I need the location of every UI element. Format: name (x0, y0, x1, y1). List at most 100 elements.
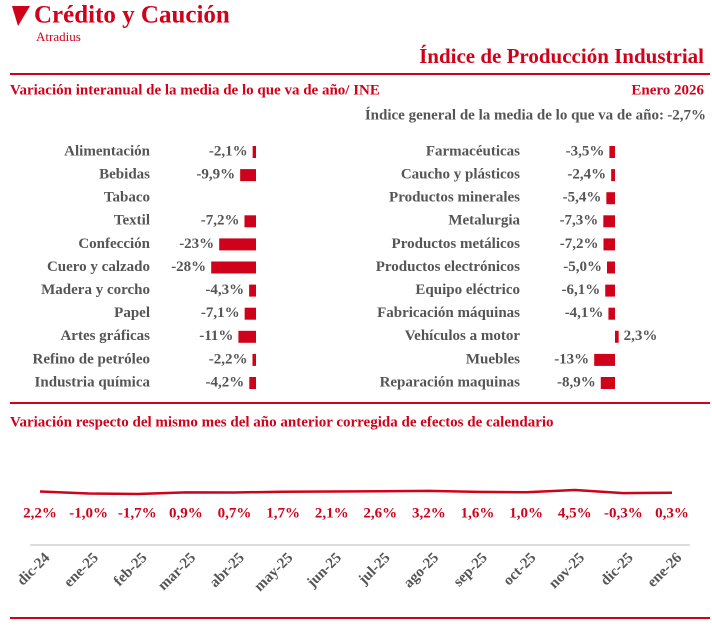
value-label: 0,7% (218, 505, 252, 521)
value-label: -4,2% (206, 374, 245, 390)
category-label: Alimentación (64, 143, 150, 159)
bar (608, 307, 615, 320)
value-label: 4,5% (558, 505, 592, 521)
brand: Crédito y Caución (34, 2, 230, 29)
category-label: Metalurgia (448, 213, 520, 229)
category-label: Muebles (466, 351, 520, 367)
category-label: Equipo eléctrico (415, 282, 520, 298)
category-label: Productos metálicos (392, 236, 521, 252)
value-label: -2,2% (209, 351, 248, 367)
value-label: 2,3% (624, 328, 658, 344)
value-label: 1,7% (266, 505, 300, 521)
bar (244, 307, 256, 320)
summary-label: Índice general de la media de lo que va … (365, 106, 664, 123)
value-label: -8,9% (557, 374, 596, 390)
category-label: Farmacéuticas (426, 143, 520, 159)
section-date: Enero 2026 (631, 82, 704, 98)
bar (594, 353, 615, 366)
bar (211, 261, 256, 274)
value-label: -0,3% (604, 505, 643, 521)
category-label: Productos minerales (389, 190, 520, 206)
bar (249, 284, 256, 297)
category-label: Papel (114, 305, 150, 321)
bar (240, 169, 256, 182)
value-label: 3,2% (412, 505, 446, 521)
x-tick-label: jun-25 (303, 550, 344, 591)
value-label: -7,2% (560, 236, 599, 252)
section-title: Variación interanual de la media de lo q… (10, 82, 380, 98)
bar (603, 238, 615, 251)
value-label: -5,4% (563, 190, 602, 206)
summary-value: -2,7% (667, 107, 706, 123)
value-label: -23% (179, 236, 214, 252)
value-label: 2,2% (23, 505, 57, 521)
line (39, 488, 673, 496)
bar (609, 146, 615, 158)
category-label: Madera y corcho (41, 282, 150, 298)
category-label: Artes gráficas (60, 328, 150, 344)
value-label: -7,1% (201, 305, 240, 321)
x-tick-label: oct-25 (500, 550, 539, 589)
category-label: Caucho y plásticos (401, 167, 520, 183)
category-label: Confección (78, 236, 150, 252)
x-tick-label: nov-25 (546, 550, 588, 592)
value-label: -1,0% (69, 505, 108, 521)
category-label: Tabaco (104, 190, 150, 206)
logo-icon (12, 6, 30, 26)
category-label: Vehículos a motor (405, 328, 521, 344)
value-label: -7,3% (560, 213, 599, 229)
x-tick-label: sep-25 (451, 550, 491, 590)
value-label: 0,3% (655, 505, 689, 521)
category-label: Industria química (35, 374, 151, 390)
bar (244, 215, 256, 228)
x-tick-label: ene-25 (61, 550, 102, 591)
x-tick-label: jul-25 (355, 550, 394, 589)
brand-sub: Atradius (36, 29, 81, 44)
x-tick-label: dic-24 (14, 550, 53, 589)
category-label: Fabricación máquinas (377, 305, 520, 321)
bar (252, 146, 256, 158)
value-label: -6,1% (561, 282, 600, 298)
value-label: 1,6% (461, 505, 495, 521)
bar (603, 215, 615, 228)
x-tick-label: feb-25 (111, 550, 151, 590)
category-label: Productos electrónicos (376, 259, 520, 275)
bar (249, 377, 256, 389)
bar (611, 169, 615, 182)
bar (607, 261, 615, 274)
value-label: -11% (199, 328, 233, 344)
value-label: -4,3% (205, 282, 244, 298)
bar (252, 353, 256, 366)
line-title: Variación respecto del mismo mes del año… (10, 414, 554, 430)
x-tick-label: abr-25 (207, 550, 248, 591)
value-label: 0,9% (169, 505, 203, 521)
x-tick-label: ene-26 (644, 550, 685, 591)
bar (606, 192, 615, 205)
category-label: Textil (114, 213, 150, 229)
category-label: Refino de petróleo (33, 351, 150, 367)
category-label: Reparación maquinas (380, 374, 521, 390)
value-label: -1,7% (118, 505, 157, 521)
bar (615, 330, 619, 343)
x-tick-label: dic-25 (598, 550, 637, 589)
bar (600, 377, 615, 389)
category-label: Cuero y calzado (47, 259, 150, 275)
value-label: -2,1% (209, 143, 248, 159)
x-tick-label: may-25 (251, 550, 296, 595)
value-label: -2,4% (567, 167, 606, 183)
value-label: 1,0% (509, 505, 543, 521)
value-label: -7,2% (201, 213, 240, 229)
bar (219, 238, 256, 251)
value-label: -13% (554, 351, 589, 367)
value-label: -3,5% (566, 143, 605, 159)
value-label: -9,9% (196, 167, 235, 183)
x-tick-label: mar-25 (155, 550, 199, 594)
page-title: Índice de Producción Industrial (419, 44, 704, 68)
category-label: Bebidas (99, 167, 150, 183)
value-label: -4,1% (565, 305, 604, 321)
value-label: 2,6% (363, 505, 397, 521)
bar (605, 284, 615, 297)
x-tick-label: ago-25 (401, 550, 442, 591)
